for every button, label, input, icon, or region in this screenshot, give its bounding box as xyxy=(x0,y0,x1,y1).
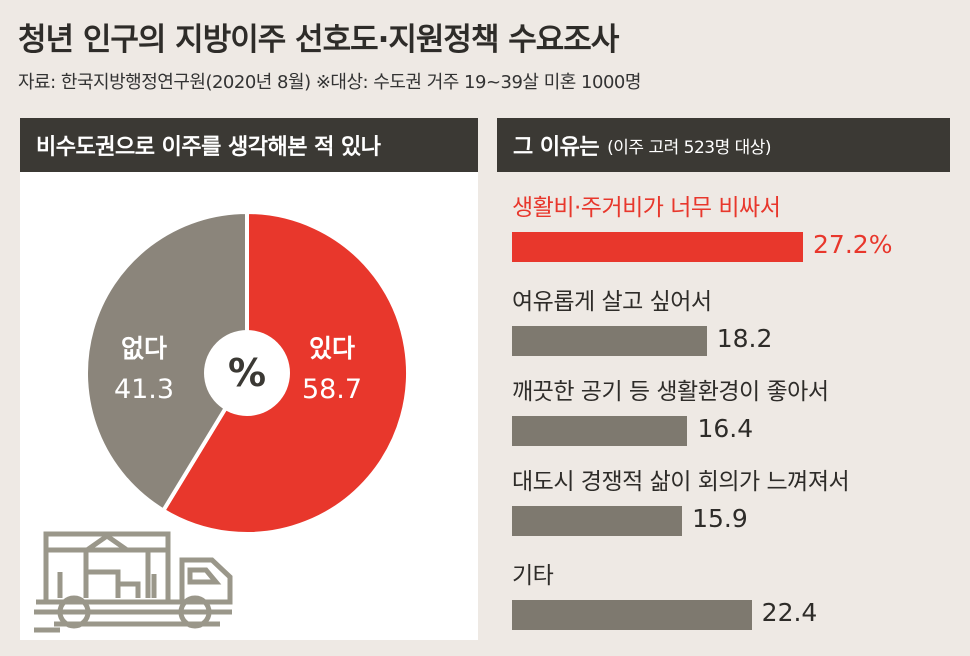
bar-label: 기타 xyxy=(512,563,554,589)
slice-label-no: 없다 xyxy=(121,334,167,363)
bar-label: 여유롭게 살고 싶어서 xyxy=(512,289,712,315)
slice-value-yes: 58.7 xyxy=(302,374,362,405)
bar-value: 15.9 xyxy=(692,504,748,533)
bar-value: 27.2% xyxy=(813,230,893,259)
pie-slice-1 xyxy=(84,209,249,514)
slice-value-no: 41.3 xyxy=(114,374,174,405)
bar-label: 대도시 경쟁적 삶이 회의가 느껴져서 xyxy=(512,469,850,495)
bar-label: 깨끗한 공기 등 생활환경이 좋아서 xyxy=(512,379,829,405)
bar-subtitle: (이주 고려 523명 대상) xyxy=(607,137,772,158)
bar-value: 22.4 xyxy=(761,598,818,627)
bar-panel-header: 그 이유는 (이주 고려 523명 대상) xyxy=(497,118,950,172)
source-note: 자료: 한국지방행정연구원(2020년 8월) ※대상: 수도권 거주 19~3… xyxy=(18,72,641,93)
bar-title: 그 이유는 xyxy=(513,135,600,160)
truck-icon xyxy=(34,531,233,633)
slice-label-yes: 있다 xyxy=(309,334,355,363)
bar-label: 생활비·주거비가 너무 비싸서 xyxy=(512,195,781,221)
bar-value: 18.2 xyxy=(716,324,773,353)
pie-chart: % 있다 58.7 없다 41.3 xyxy=(34,209,410,633)
bar-value: 16.4 xyxy=(697,414,754,443)
page-title: 청년 인구의 지방이주 선호도·지원정책 수요조사 xyxy=(18,22,619,58)
pie-center-label: % xyxy=(228,351,266,395)
bar xyxy=(512,326,707,356)
bar xyxy=(512,600,752,630)
pie-panel-header: 비수도권으로 이주를 생각해본 적 있나 xyxy=(20,118,478,172)
pie-center-hole xyxy=(204,330,290,416)
bar xyxy=(512,506,683,536)
pie-title: 비수도권으로 이주를 생각해본 적 있나 xyxy=(36,135,381,160)
bar xyxy=(512,232,804,262)
bar xyxy=(512,416,688,446)
